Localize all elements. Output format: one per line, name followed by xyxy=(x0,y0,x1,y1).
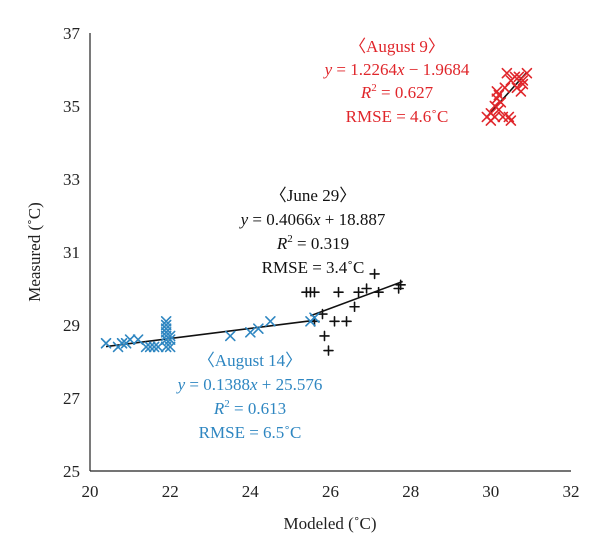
annotation-equation: y = 1.2264x − 1.9684 xyxy=(323,60,470,79)
data-point xyxy=(373,286,384,298)
data-point xyxy=(501,67,513,79)
x-tick-labels: 20 22 24 26 28 30 32 xyxy=(82,482,580,501)
y-tick-label: 35 xyxy=(63,97,80,116)
data-point xyxy=(265,316,276,327)
trendline-0 xyxy=(486,71,528,118)
annotation-august-14: 〈August 14〉 y = 0.1388x + 25.576 R2 = 0.… xyxy=(176,351,323,442)
annotation-equation: y = 0.4066x + 18.887 xyxy=(239,210,386,229)
annotation-r2: R2 = 0.613 xyxy=(213,398,286,418)
annotation-name: 〈August 9〉 xyxy=(349,37,445,56)
annotation-rmse: RMSE = 4.6˚C xyxy=(346,107,449,126)
data-point xyxy=(309,286,320,298)
annotation-june-29: 〈June 29〉 y = 0.4066x + 18.887 R2 = 0.31… xyxy=(239,186,386,277)
data-point xyxy=(369,268,380,280)
y-tick-labels: 25 27 29 31 33 35 37 xyxy=(63,24,81,481)
data-point xyxy=(160,319,172,331)
annotation-rmse: RMSE = 3.4˚C xyxy=(262,258,365,277)
annotation-name: 〈August 14〉 xyxy=(198,351,302,370)
x-tick-label: 26 xyxy=(322,482,339,501)
data-points xyxy=(100,67,533,356)
y-tick-label: 31 xyxy=(63,243,80,262)
data-point xyxy=(164,341,176,353)
x-tick-label: 28 xyxy=(402,482,419,501)
data-point xyxy=(395,279,406,291)
data-point xyxy=(323,345,334,356)
data-point xyxy=(319,330,330,342)
data-point xyxy=(253,323,264,334)
y-tick-label: 25 xyxy=(63,462,80,481)
annotation-rmse: RMSE = 6.5˚C xyxy=(199,423,302,442)
data-point xyxy=(317,308,328,320)
data-point xyxy=(148,341,160,353)
x-axis-title: Modeled (˚C) xyxy=(283,514,376,533)
data-point xyxy=(160,323,172,334)
data-point xyxy=(505,115,517,126)
y-tick-label: 37 xyxy=(63,24,81,43)
annotation-r2: R2 = 0.319 xyxy=(276,233,349,253)
y-axis-title: Measured (˚C) xyxy=(25,202,44,302)
annotation-name: 〈June 29〉 xyxy=(270,186,356,205)
annotation-equation: y = 0.1388x + 25.576 xyxy=(176,375,323,394)
data-point xyxy=(100,337,112,349)
data-point xyxy=(333,286,344,298)
data-point xyxy=(144,341,156,353)
annotation-august-9: 〈August 9〉 y = 1.2264x − 1.9684 R2 = 0.6… xyxy=(323,37,470,126)
data-point xyxy=(499,82,511,94)
data-point xyxy=(160,341,172,353)
trendline-2 xyxy=(105,319,315,348)
data-point xyxy=(245,326,256,338)
y-tick-label: 33 xyxy=(63,170,80,189)
y-tick-label: 27 xyxy=(63,389,81,408)
data-point xyxy=(116,337,128,349)
data-point xyxy=(164,330,176,342)
annotation-r2: R2 = 0.627 xyxy=(360,82,434,102)
x-tick-label: 20 xyxy=(82,482,99,501)
data-point xyxy=(353,286,364,298)
data-point xyxy=(329,316,340,327)
data-point xyxy=(309,312,320,324)
x-tick-label: 22 xyxy=(162,482,179,501)
data-point xyxy=(517,78,529,90)
x-tick-label: 24 xyxy=(242,482,260,501)
data-point xyxy=(361,283,372,294)
data-point xyxy=(224,330,236,342)
data-point xyxy=(160,316,172,327)
x-tick-label: 30 xyxy=(482,482,499,501)
data-point xyxy=(517,75,529,86)
data-point xyxy=(489,111,501,123)
y-tick-label: 29 xyxy=(63,316,80,335)
x-tick-label: 32 xyxy=(563,482,580,501)
trendline-1 xyxy=(310,280,403,317)
data-point xyxy=(521,67,533,79)
data-point xyxy=(341,316,352,327)
data-point xyxy=(124,334,136,345)
data-point xyxy=(140,341,152,353)
data-point xyxy=(164,334,176,345)
data-point xyxy=(495,97,507,108)
data-point xyxy=(349,301,360,313)
